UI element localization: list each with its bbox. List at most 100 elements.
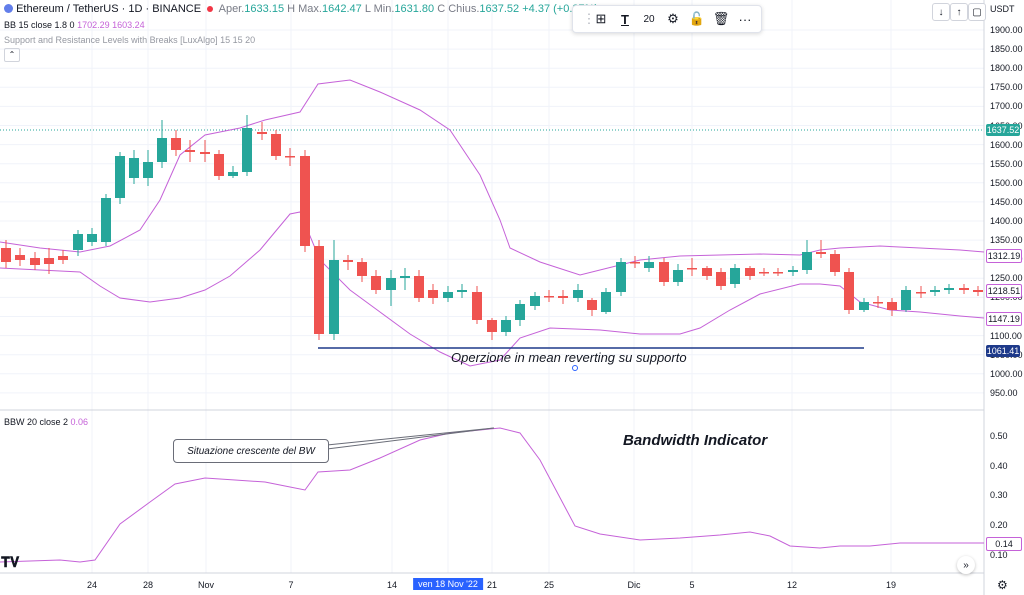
- candle-down: [58, 256, 68, 260]
- candlestick-series[interactable]: [1, 115, 983, 340]
- candle-down: [687, 268, 697, 270]
- currency-label[interactable]: USDT: [990, 4, 1015, 14]
- price-axis-tick: 1700.00: [990, 101, 1023, 112]
- price-axis-tick: 1100.00: [990, 330, 1022, 341]
- text-color-icon[interactable]: T: [621, 11, 629, 27]
- candle-down: [659, 262, 669, 282]
- candle-up: [802, 252, 812, 270]
- bbw-legend[interactable]: BBW 20 close 2 0.06: [4, 417, 88, 427]
- collapse-legend-button[interactable]: ⌃: [4, 48, 20, 62]
- tradingview-logo-icon[interactable]: 𝐓𝐕: [1, 554, 20, 570]
- time-axis-tick: 21: [486, 580, 498, 590]
- symbol-legend[interactable]: Ethereum / TetherUS · 1D · BINANCE Aper.…: [4, 3, 598, 15]
- candle-up: [644, 262, 654, 268]
- support-level-tag: 1061.41: [986, 345, 1020, 357]
- candle-down: [630, 262, 640, 264]
- candle-down: [300, 156, 310, 246]
- candle-down: [472, 292, 482, 320]
- bbw-label[interactable]: BBW 20 close 2: [4, 417, 69, 427]
- drag-handle-icon[interactable]: ⋮: [582, 11, 596, 26]
- candle-up: [901, 290, 911, 310]
- candle-down: [371, 276, 381, 290]
- symbol-title[interactable]: Ethereum / TetherUS · 1D · BINANCE: [16, 3, 202, 15]
- candle-down: [185, 150, 195, 152]
- candle-up: [87, 234, 97, 242]
- sr-legend[interactable]: Support and Resistance Levels with Break…: [4, 35, 256, 45]
- more-icon[interactable]: ···: [738, 11, 752, 27]
- drawing-toolbar[interactable]: ⋮ ⊞ T 20 ⚙ 🔓 🗑 ···: [572, 5, 762, 33]
- candle-down: [816, 252, 826, 254]
- candle-up: [530, 296, 540, 306]
- bb-legend[interactable]: BB 15 close 1.8 0 1702.29 1603.24: [4, 20, 145, 30]
- trash-icon[interactable]: 🗑: [712, 11, 730, 26]
- candle-down: [745, 268, 755, 276]
- high-value: 1642.47: [321, 3, 362, 15]
- callout-pointer: [326, 427, 495, 450]
- candle-down: [487, 320, 497, 332]
- chart-settings-gear-icon[interactable]: ⚙: [997, 578, 1008, 592]
- candle-down: [973, 290, 983, 292]
- low-label: L: [364, 3, 371, 15]
- time-axis-tick: 25: [543, 580, 555, 590]
- time-axis-tick: 7: [288, 580, 294, 590]
- candle-up: [788, 270, 798, 272]
- candle-down: [15, 255, 25, 260]
- high-label: H: [287, 3, 296, 15]
- price-axis-tick: 1900.00: [990, 25, 1023, 35]
- candle-up: [859, 302, 869, 310]
- maximize-icon[interactable]: ▢: [968, 3, 986, 21]
- candle-down: [414, 276, 424, 298]
- candle-down: [44, 258, 54, 264]
- candle-down: [844, 272, 854, 310]
- candle-up: [673, 270, 683, 282]
- support-annotation[interactable]: Operzione in mean reverting su supporto: [451, 350, 687, 365]
- candle-down: [428, 290, 438, 298]
- template-icon[interactable]: ⊞: [595, 11, 607, 26]
- bandwidth-title[interactable]: Bandwidth Indicator: [623, 432, 768, 449]
- time-axis-tick: 5: [689, 580, 695, 590]
- candle-up: [101, 198, 111, 242]
- bb-value-1: 1702.29: [77, 20, 110, 30]
- price-axis-tick: 950.00: [990, 387, 1018, 398]
- candle-up: [515, 304, 525, 320]
- settings-gear-icon[interactable]: ⚙: [667, 11, 679, 26]
- candle-down: [759, 272, 769, 274]
- arrow-up-icon[interactable]: ↑: [950, 3, 968, 21]
- open-value: 1633.15: [244, 3, 285, 15]
- bw-callout[interactable]: Situazione crescente del BW: [173, 439, 329, 463]
- drawing-anchor-handle[interactable]: [572, 365, 578, 371]
- bb-lower-band: [0, 211, 985, 367]
- candle-down: [357, 262, 367, 276]
- candle-down: [702, 268, 712, 276]
- bbw-value-tag: 0.14: [986, 537, 1022, 551]
- close-word: Chius.: [448, 3, 480, 15]
- lock-icon[interactable]: 🔓: [688, 11, 706, 26]
- candle-down: [959, 288, 969, 290]
- candle-down: [916, 292, 926, 294]
- close-label: C: [437, 3, 446, 15]
- callout-pointer: [326, 427, 495, 446]
- candle-up: [944, 288, 954, 290]
- font-size-select[interactable]: 20: [643, 13, 655, 25]
- candle-down: [544, 296, 554, 298]
- last-price-tag: 1637.52: [986, 124, 1020, 136]
- candle-down: [171, 138, 181, 150]
- candle-down: [285, 156, 295, 158]
- arrow-down-icon[interactable]: ↓: [932, 3, 950, 21]
- low-word: Min.: [373, 3, 395, 15]
- candle-up: [501, 320, 511, 332]
- candle-up: [386, 278, 396, 290]
- bb-label[interactable]: BB 15 close 1.8 0: [4, 20, 75, 30]
- bbw-axis-tick: 0.10: [990, 549, 1008, 560]
- candle-up: [457, 290, 467, 292]
- time-axis-tick: Nov: [197, 580, 215, 590]
- scroll-to-latest-button[interactable]: »: [957, 556, 975, 574]
- candle-up: [228, 172, 238, 176]
- candle-down: [271, 134, 281, 156]
- candle-down: [1, 248, 11, 262]
- bbw-axis-tick: 0.50: [990, 431, 1008, 441]
- bbw-axis-tick: 0.30: [990, 490, 1008, 501]
- time-axis-tick: 12: [786, 580, 798, 590]
- low-value: 1631.80: [394, 3, 435, 15]
